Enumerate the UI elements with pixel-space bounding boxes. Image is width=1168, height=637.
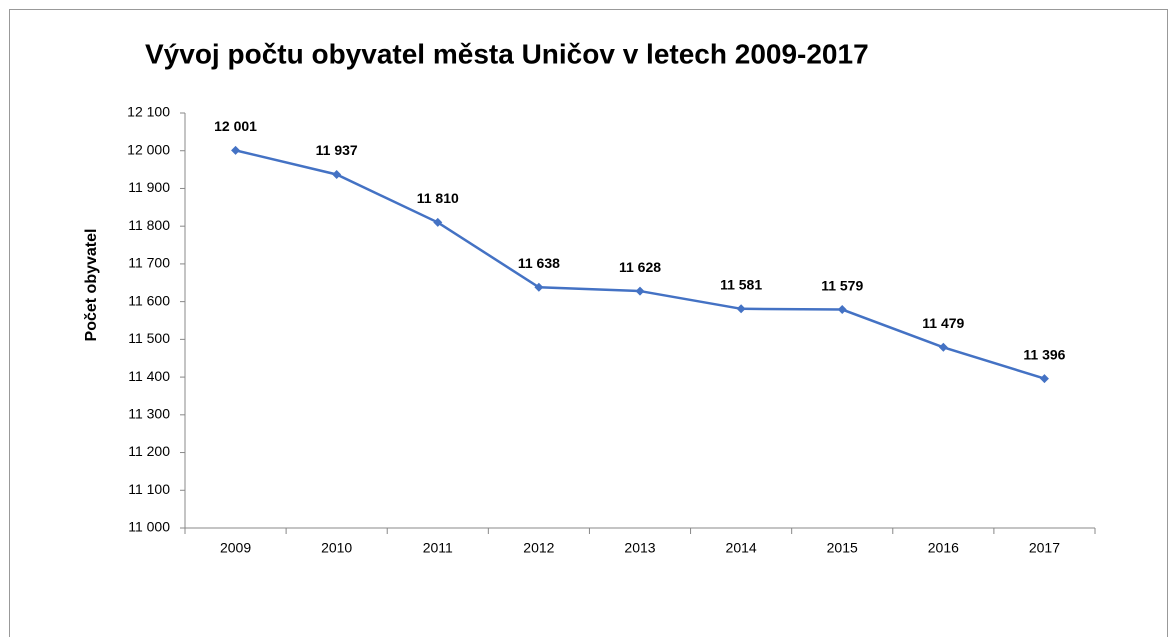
marker bbox=[433, 217, 443, 227]
chart-title: Vývoj počtu obyvatel města Uničov v lete… bbox=[145, 38, 869, 69]
marker bbox=[837, 305, 847, 315]
marker bbox=[938, 342, 948, 352]
x-tick-label: 2011 bbox=[423, 540, 453, 556]
y-tick-label: 11 400 bbox=[128, 368, 170, 384]
y-tick-label: 11 100 bbox=[128, 481, 170, 497]
y-tick-label: 12 100 bbox=[127, 104, 170, 120]
marker bbox=[736, 304, 746, 314]
marker bbox=[332, 169, 342, 179]
marker bbox=[635, 286, 645, 296]
chart-frame bbox=[9, 9, 1168, 637]
x-tick-label: 2014 bbox=[726, 540, 757, 556]
y-tick-label: 12 000 bbox=[127, 141, 170, 157]
data-label: 11 581 bbox=[720, 277, 762, 293]
marker bbox=[534, 282, 544, 292]
data-label: 11 579 bbox=[821, 277, 863, 293]
data-label: 11 396 bbox=[1023, 346, 1065, 362]
data-label: 11 628 bbox=[619, 259, 661, 275]
x-tick-label: 2017 bbox=[1029, 540, 1060, 556]
x-tick-label: 2010 bbox=[321, 540, 352, 556]
data-label: 11 810 bbox=[417, 190, 459, 206]
y-tick-label: 11 700 bbox=[128, 255, 170, 271]
y-tick-label: 11 800 bbox=[128, 217, 170, 233]
y-tick-label: 11 600 bbox=[128, 292, 170, 308]
data-label: 11 479 bbox=[922, 315, 964, 331]
y-tick-label: 11 200 bbox=[128, 443, 170, 459]
data-label: 11 638 bbox=[518, 255, 560, 271]
y-tick-label: 11 300 bbox=[128, 406, 170, 422]
data-label: 12 001 bbox=[214, 118, 257, 134]
marker bbox=[1039, 374, 1049, 384]
data-label: 11 937 bbox=[316, 142, 358, 158]
y-tick-label: 11 000 bbox=[128, 519, 170, 535]
x-tick-label: 2015 bbox=[827, 540, 858, 556]
x-tick-label: 2013 bbox=[624, 540, 655, 556]
x-tick-label: 2016 bbox=[928, 540, 959, 556]
y-axis-label: Počet obyvatel bbox=[83, 229, 100, 342]
marker bbox=[231, 145, 241, 155]
y-tick-label: 11 900 bbox=[128, 179, 170, 195]
y-tick-label: 11 500 bbox=[128, 330, 170, 346]
x-tick-label: 2009 bbox=[220, 540, 251, 556]
x-tick-label: 2012 bbox=[523, 540, 554, 556]
